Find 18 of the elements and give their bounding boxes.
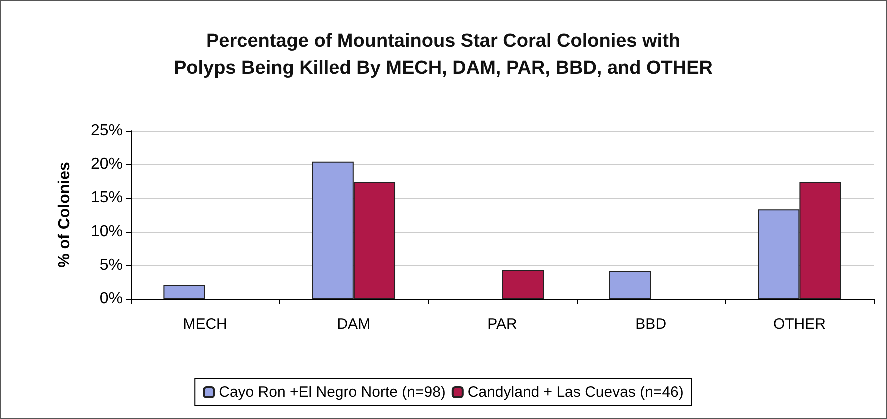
y-tick-label: 25%	[90, 122, 123, 140]
chart-title: Percentage of Mountainous Star Coral Colonies with Polyps Being Killed By MECH, DAM, PAR, BBD, and OTHER	[174, 31, 714, 79]
y-tick-label: 0%	[100, 290, 123, 308]
legend-label: Cayo Ron +El Negro Norte (n=98)	[219, 384, 446, 401]
y-tick-label: 20%	[90, 156, 123, 174]
bar	[502, 270, 544, 299]
x-tick-label: MECH	[183, 316, 228, 333]
y-tick-label: 15%	[90, 190, 123, 207]
x-tick-label: PAR	[488, 316, 518, 333]
y-tick-label: 10%	[90, 223, 123, 240]
bar	[164, 286, 206, 299]
y-tick-label: 5%	[100, 256, 123, 274]
bar	[609, 271, 652, 299]
x-tick-label: OTHER	[773, 316, 826, 333]
x-tick-label: DAM	[337, 316, 371, 333]
x-tick-label: BBD	[636, 316, 667, 333]
y-axis-title: % of Colonies	[56, 162, 74, 268]
legend-label: Candyland + Las Cuevas (n=46)	[468, 384, 684, 401]
